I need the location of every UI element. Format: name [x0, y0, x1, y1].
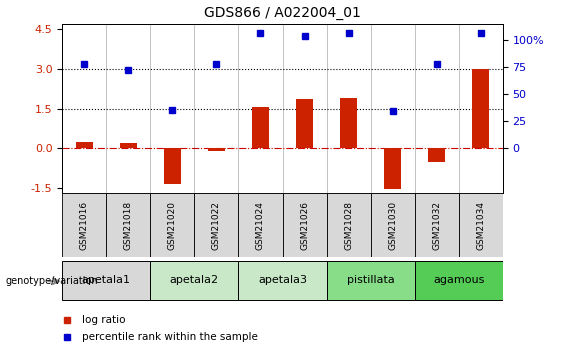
Text: GSM21020: GSM21020 — [168, 200, 177, 250]
Text: GSM21028: GSM21028 — [344, 200, 353, 250]
Text: GSM21022: GSM21022 — [212, 201, 221, 249]
Bar — [472, 69, 489, 148]
Text: agamous: agamous — [433, 275, 484, 285]
Bar — [194, 193, 238, 257]
Text: GSM21034: GSM21034 — [476, 200, 485, 250]
Bar — [208, 148, 225, 151]
Text: apetala2: apetala2 — [170, 275, 219, 285]
Bar — [415, 193, 459, 257]
Text: apetala3: apetala3 — [258, 275, 307, 285]
Bar — [238, 193, 282, 257]
Bar — [415, 261, 503, 300]
Text: GSM21032: GSM21032 — [432, 200, 441, 250]
Bar — [164, 148, 181, 184]
Text: GSM21024: GSM21024 — [256, 201, 265, 249]
Text: apetala1: apetala1 — [82, 275, 131, 285]
Bar — [340, 98, 357, 148]
Bar — [327, 261, 415, 300]
Bar — [371, 193, 415, 257]
Bar — [296, 99, 313, 148]
Bar — [76, 142, 93, 148]
Text: log ratio: log ratio — [82, 315, 125, 325]
Bar — [238, 261, 327, 300]
Text: GSM21030: GSM21030 — [388, 200, 397, 250]
Bar — [459, 193, 503, 257]
Text: pistillata: pistillata — [347, 275, 394, 285]
Text: GSM21016: GSM21016 — [80, 200, 89, 250]
Bar — [384, 148, 401, 189]
Bar — [327, 193, 371, 257]
Bar — [252, 107, 269, 148]
Bar — [62, 193, 106, 257]
Title: GDS866 / A022004_01: GDS866 / A022004_01 — [204, 6, 361, 20]
Bar — [428, 148, 445, 161]
Bar — [150, 193, 194, 257]
Bar — [282, 193, 327, 257]
Text: percentile rank within the sample: percentile rank within the sample — [82, 333, 258, 342]
Text: GSM21026: GSM21026 — [300, 200, 309, 250]
Bar — [106, 193, 150, 257]
Bar — [62, 261, 150, 300]
Text: genotype/variation: genotype/variation — [6, 276, 98, 286]
Bar — [120, 143, 137, 148]
Bar — [150, 261, 238, 300]
Text: GSM21018: GSM21018 — [124, 200, 133, 250]
